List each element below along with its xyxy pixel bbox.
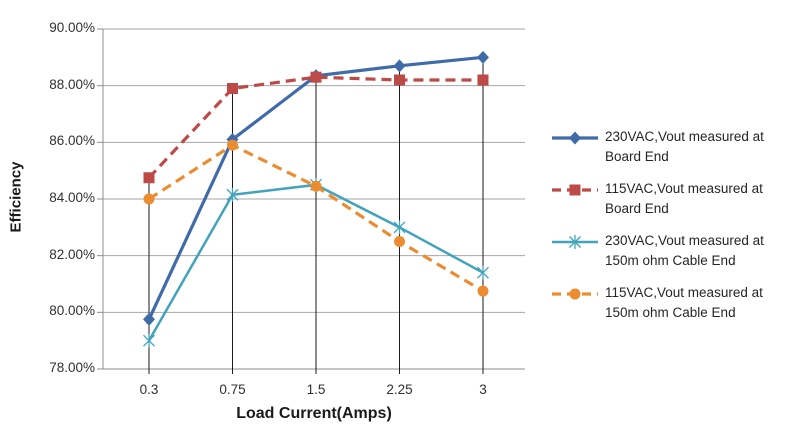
square-marker <box>569 184 581 196</box>
square-marker <box>227 83 238 94</box>
y-tick-label: 82.00% <box>49 246 95 262</box>
series-1 <box>143 71 489 184</box>
square-marker <box>310 71 322 83</box>
y-tick-label: 80.00% <box>49 303 95 319</box>
legend-label: 115VAC,Vout measured at 150m ohm Cable En… <box>605 285 763 320</box>
legend-marker-square <box>552 184 598 196</box>
diamond-marker <box>393 59 406 73</box>
legend-marker-asterisk <box>552 235 598 249</box>
legend-label: 230VAC,Vout measured at 150m ohm Cable En… <box>605 233 764 268</box>
diamond-marker <box>143 312 155 326</box>
square-marker <box>477 74 489 86</box>
y-tick-label: 88.00% <box>49 76 95 92</box>
square-marker <box>143 172 155 184</box>
legend-item: 230VAC,Vout measured at 150m ohm Cable En… <box>550 231 800 271</box>
circle-marker <box>477 285 489 297</box>
legend-item: 115VAC,Vout measured at Board End <box>550 179 800 219</box>
circle-marker <box>310 180 322 192</box>
asterisk-marker <box>477 265 489 280</box>
x-tick-label: 0.3 <box>139 382 159 397</box>
legend-item: 230VAC,Vout measured at Board End <box>550 127 800 167</box>
legend-marker-diamond <box>552 131 598 145</box>
y-tick-label: 78.00% <box>49 360 95 375</box>
y-tick-label: 84.00% <box>49 190 95 205</box>
legend-marker-circle <box>552 288 598 300</box>
circle-marker <box>394 236 405 247</box>
circle-marker <box>227 139 238 151</box>
asterisk-marker <box>569 235 581 249</box>
diamond-marker <box>569 131 581 145</box>
x-tick-label: 3 <box>479 382 487 397</box>
asterisk-marker <box>393 220 406 235</box>
circle-marker <box>569 288 581 300</box>
square-marker <box>394 74 405 86</box>
y-tick-label: 90.00% <box>49 20 95 35</box>
legend-label: 230VAC,Vout measured at Board End <box>605 129 764 164</box>
diamond-marker <box>477 50 489 64</box>
series-3 <box>143 139 489 297</box>
x-tick-label: 1.5 <box>306 382 326 397</box>
legend: 230VAC,Vout measured at Board End 115VAC,V… <box>550 127 800 335</box>
legend-label: 115VAC,Vout measured at Board End <box>605 181 763 216</box>
circle-marker <box>143 193 155 205</box>
legend-item: 115VAC,Vout measured at 150m ohm Cable En… <box>550 283 800 323</box>
x-tick-label: 2.25 <box>386 382 413 397</box>
x-axis-title: Load Current(Amps) <box>236 405 392 422</box>
asterisk-marker <box>226 187 239 202</box>
asterisk-marker <box>143 333 155 348</box>
x-tick-label: 0.75 <box>219 382 246 397</box>
y-axis-title: Efficiency <box>7 161 25 233</box>
series-line <box>147 75 483 179</box>
y-tick-label: 86.00% <box>49 133 95 149</box>
